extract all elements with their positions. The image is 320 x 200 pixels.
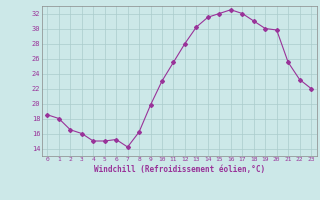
X-axis label: Windchill (Refroidissement éolien,°C): Windchill (Refroidissement éolien,°C) bbox=[94, 165, 265, 174]
